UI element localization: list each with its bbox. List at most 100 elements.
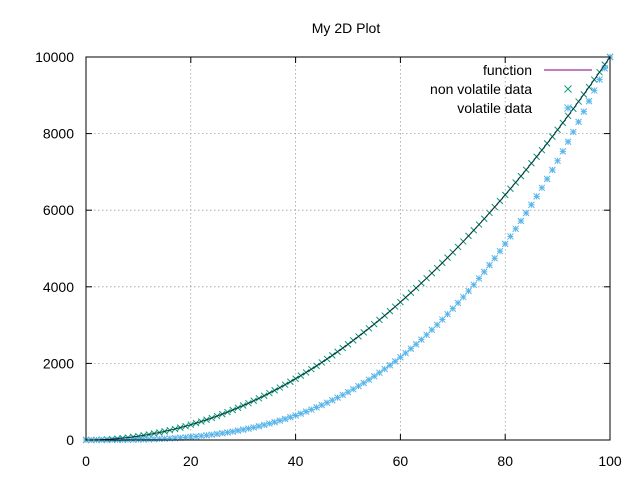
data-point-star xyxy=(161,435,168,443)
data-point-star xyxy=(271,418,278,426)
data-point-star xyxy=(307,406,315,413)
data-point-star xyxy=(145,435,153,443)
data-point-star xyxy=(407,345,415,353)
data-point-star xyxy=(370,372,378,380)
data-point-star xyxy=(156,435,163,443)
data-point-star xyxy=(234,427,242,435)
data-point-star xyxy=(433,321,441,329)
data-point-star xyxy=(334,394,341,401)
x-tick-label: 100 xyxy=(598,453,622,469)
legend-swatch-cross xyxy=(564,85,572,93)
legend-swatch-star xyxy=(564,104,572,112)
x-tick-label: 60 xyxy=(393,453,409,469)
y-tick-label: 2000 xyxy=(43,355,74,371)
data-point-star xyxy=(549,166,556,174)
data-point-star xyxy=(454,299,462,307)
x-tick-label: 40 xyxy=(288,453,304,469)
data-point-star xyxy=(423,331,430,339)
data-point-star xyxy=(554,157,561,165)
data-point-star xyxy=(465,287,472,295)
data-point-star xyxy=(376,369,383,377)
data-point-star xyxy=(486,261,493,269)
data-point-star xyxy=(470,281,478,289)
data-point-star xyxy=(255,422,263,430)
data-point-star xyxy=(418,336,425,343)
data-point-star xyxy=(381,365,389,373)
x-tick-label: 80 xyxy=(497,453,513,469)
chart-title: My 2D Plot xyxy=(312,20,381,36)
data-point-star xyxy=(559,148,567,155)
data-point-star xyxy=(328,396,336,404)
data-point-star xyxy=(438,316,446,323)
data-point-star xyxy=(276,417,284,424)
data-point-star xyxy=(323,399,331,407)
data-point-star xyxy=(538,184,546,192)
data-point-star xyxy=(218,429,226,437)
data-point-star xyxy=(302,408,310,415)
y-tick-label: 6000 xyxy=(43,202,74,218)
data-point-star xyxy=(260,421,268,429)
data-point-star xyxy=(585,97,593,105)
x-tick-label: 0 xyxy=(82,453,90,469)
data-point-star xyxy=(402,349,409,357)
data-point-star xyxy=(496,247,504,255)
data-point-star xyxy=(318,401,326,409)
y-tick-labels: 0 2000 4000 6000 8000 10000 xyxy=(35,49,74,448)
legend-label: volatile data xyxy=(457,100,532,116)
data-point-star xyxy=(166,435,174,442)
y-tick-label: 0 xyxy=(66,432,74,448)
legend-label: function xyxy=(483,62,532,78)
data-point-star xyxy=(475,275,483,282)
data-point-star xyxy=(365,376,373,384)
data-point-star xyxy=(501,240,509,248)
data-point-star xyxy=(182,434,189,441)
data-point-star xyxy=(229,428,237,435)
data-point-star xyxy=(344,388,352,396)
grid-lines xyxy=(86,57,610,440)
plot-border xyxy=(85,56,611,441)
data-point-star xyxy=(192,433,200,440)
x-tick-label: 20 xyxy=(183,453,199,469)
data-point-star xyxy=(339,391,347,399)
data-point-star xyxy=(449,305,457,312)
data-point-star xyxy=(564,138,572,146)
data-point-star xyxy=(569,128,577,136)
y-tick-label: 10000 xyxy=(35,49,74,65)
data-point-star xyxy=(480,268,488,276)
data-point-star xyxy=(281,415,289,423)
data-point-star xyxy=(397,353,404,361)
data-point-star xyxy=(580,108,588,115)
data-point-star xyxy=(543,175,551,183)
data-point-star xyxy=(292,412,299,419)
data-point-stroke xyxy=(564,85,572,93)
data-point-star xyxy=(250,424,258,431)
data-point-star xyxy=(459,293,467,301)
data-point-star xyxy=(491,254,499,262)
data-point-star xyxy=(313,404,320,411)
data-point-star xyxy=(428,326,436,334)
legend-label: non volatile data xyxy=(430,81,532,97)
data-point-star xyxy=(150,435,158,443)
data-point-star xyxy=(386,361,394,369)
data-point-star xyxy=(533,193,540,200)
x-tick-labels: 0 20 40 60 80 100 xyxy=(82,453,622,469)
legend: function non volatile data volatile data xyxy=(430,62,592,116)
data-point-star xyxy=(349,385,357,393)
data-point-star xyxy=(224,429,231,436)
data-point-star xyxy=(596,76,603,83)
series-function-line xyxy=(85,56,611,441)
data-point-star xyxy=(517,217,525,225)
data-point-star xyxy=(187,433,195,441)
data-point-star xyxy=(287,413,294,421)
data-point-star xyxy=(245,425,252,432)
y-tick-label: 8000 xyxy=(43,126,74,142)
data-point-star xyxy=(590,87,598,94)
data-point-star xyxy=(140,436,147,443)
plot-series xyxy=(82,53,614,444)
data-point-star xyxy=(575,118,582,126)
data-point-star xyxy=(297,410,305,417)
data-point-star xyxy=(507,233,514,240)
data-point-star xyxy=(360,379,368,387)
data-point-star xyxy=(391,357,399,365)
